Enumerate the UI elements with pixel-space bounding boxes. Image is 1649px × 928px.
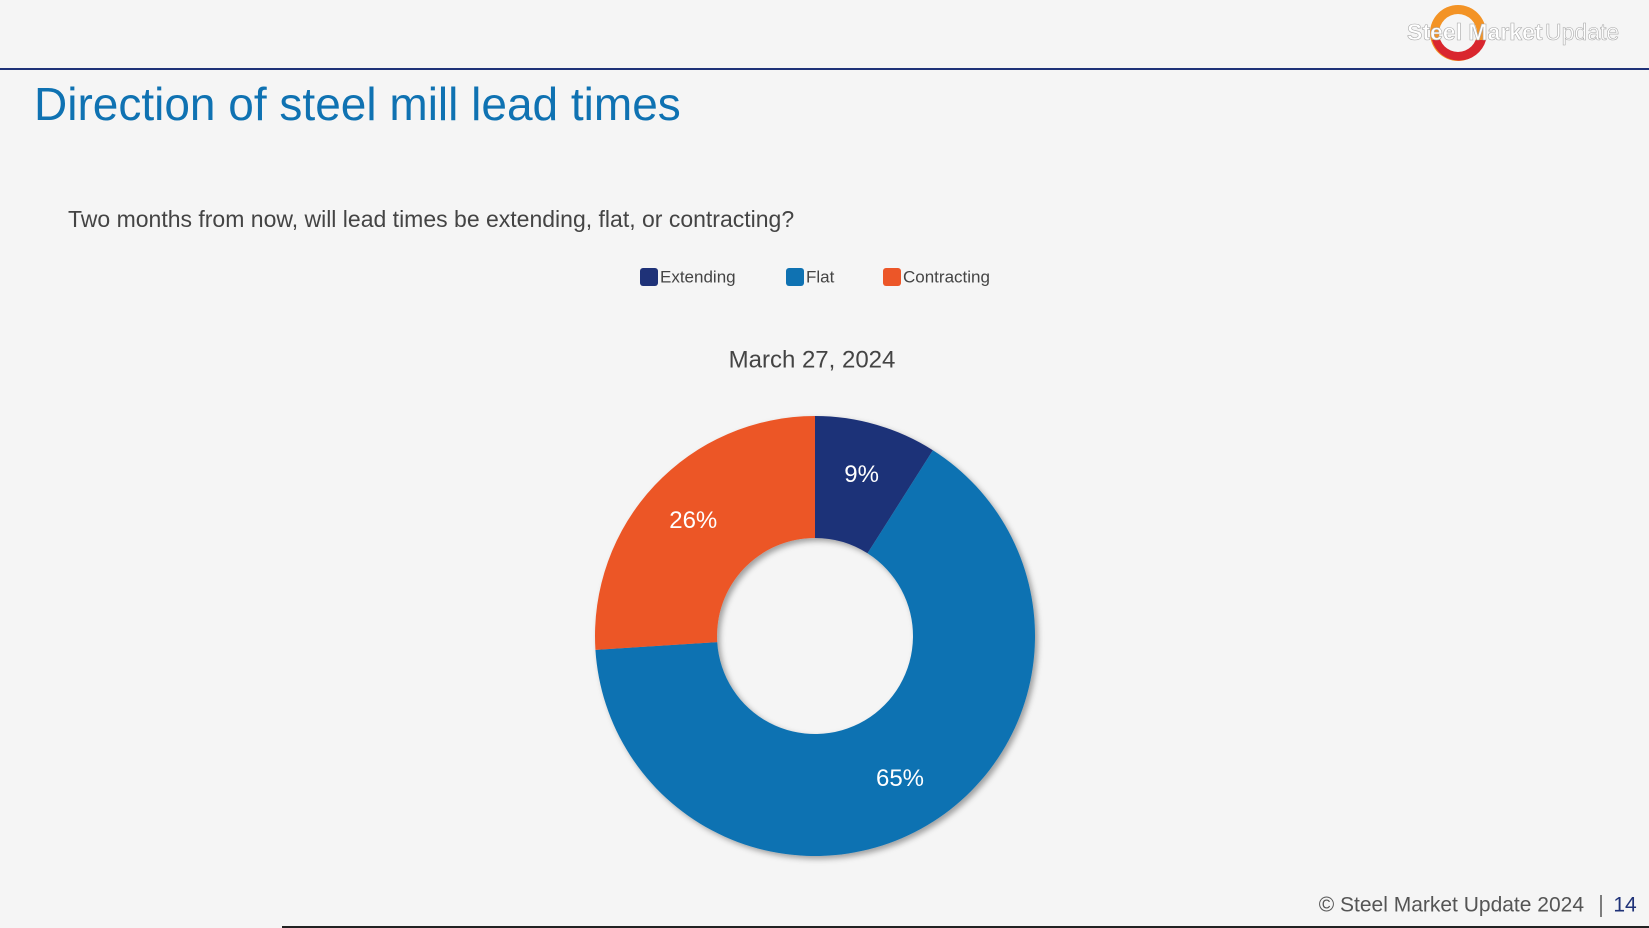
legend-swatch bbox=[883, 268, 901, 286]
data-label: 26% bbox=[669, 507, 717, 534]
logo-hole bbox=[1439, 14, 1477, 52]
logo: Steel Market Update bbox=[1407, 5, 1619, 61]
logo-text: Steel Market bbox=[1407, 19, 1543, 45]
chart-title: March 27, 2024 bbox=[729, 346, 896, 373]
donut-slice bbox=[595, 450, 1035, 856]
data-label: 9% bbox=[844, 461, 879, 488]
slide-title: Direction of steel mill lead times bbox=[34, 78, 681, 130]
chart-subtitle: Two months from now, will lead times be … bbox=[68, 206, 794, 232]
legend-swatch bbox=[786, 268, 804, 286]
legend: Extending Flat Contracting bbox=[640, 267, 990, 286]
footer-copyright: © Steel Market Update 2024 bbox=[1319, 894, 1585, 917]
page-number: 14 bbox=[1613, 894, 1637, 917]
logo-text: Update bbox=[1545, 19, 1619, 45]
data-label: 65% bbox=[876, 765, 924, 792]
legend-label: Contracting bbox=[903, 267, 990, 286]
legend-swatch bbox=[640, 268, 658, 286]
legend-label: Extending bbox=[660, 267, 736, 286]
donut bbox=[595, 415, 1035, 856]
data-labels: 9% 65% 26% bbox=[669, 461, 924, 792]
donut-slice bbox=[815, 415, 933, 554]
donut-slice bbox=[595, 416, 815, 650]
legend-label: Flat bbox=[806, 267, 835, 286]
